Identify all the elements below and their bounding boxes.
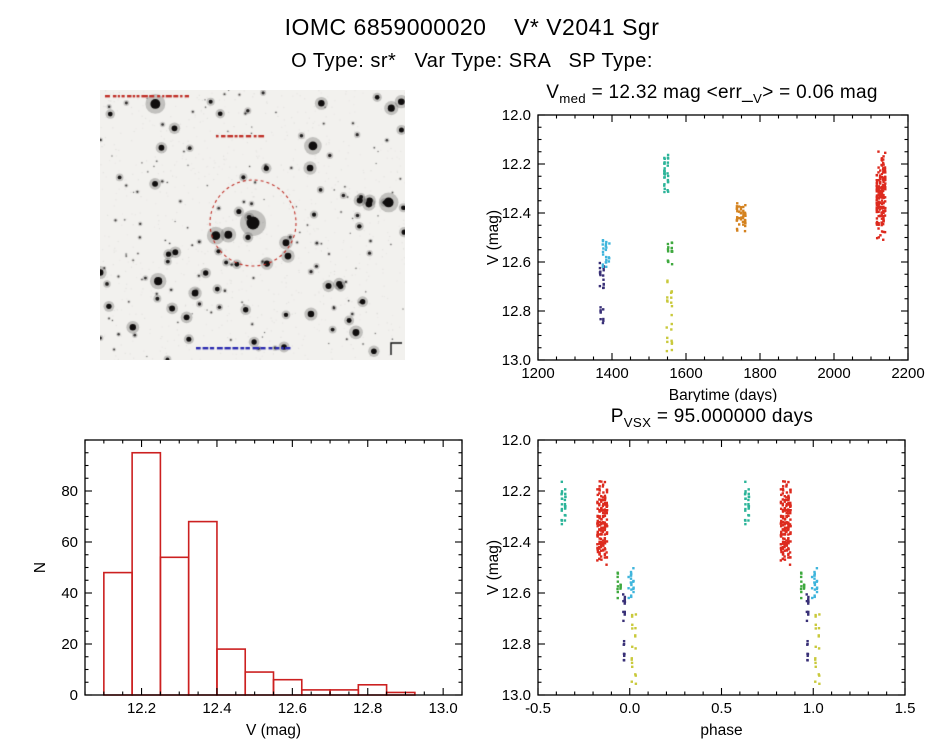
svg-text:12.6: 12.6 (502, 585, 531, 602)
phase-plot-chart: -0.5 0.0 0.5 1.0 1.5 12.0 12.2 12.4 12.6 12.8 13.0… (485, 432, 916, 739)
finding-chart-image (100, 90, 405, 360)
svg-text:phase: phase (700, 722, 742, 739)
svg-text:1.5: 1.5 (895, 700, 916, 717)
svg-text:V (mag): V (mag) (485, 540, 502, 595)
svg-text:Barytime (days): Barytime (days) (669, 387, 778, 402)
phase-plot-title: PVSX = 95.000000 days (610, 406, 814, 430)
svg-text:12.4: 12.4 (502, 205, 531, 222)
svg-text:12.8: 12.8 (502, 636, 531, 653)
svg-text:13.0: 13.0 (502, 352, 531, 369)
svg-text:12.4: 12.4 (502, 534, 531, 551)
svg-text:V (mag): V (mag) (246, 722, 301, 739)
svg-text:1400: 1400 (595, 365, 628, 382)
svg-text:-0.5: -0.5 (525, 700, 551, 717)
svg-text:12.2: 12.2 (502, 483, 531, 500)
svg-text:2200: 2200 (891, 365, 924, 382)
svg-text:N: N (32, 562, 49, 573)
svg-text:13.0: 13.0 (502, 687, 531, 704)
svg-text:12.2: 12.2 (127, 700, 156, 717)
svg-text:2000: 2000 (817, 365, 850, 382)
svg-text:1800: 1800 (743, 365, 776, 382)
svg-text:40: 40 (61, 585, 78, 602)
svg-text:1.0: 1.0 (803, 700, 824, 717)
svg-text:0.5: 0.5 (711, 700, 732, 717)
svg-text:1600: 1600 (669, 365, 702, 382)
svg-text:60: 60 (61, 534, 78, 551)
svg-text:12.0: 12.0 (502, 107, 531, 124)
svg-text:80: 80 (61, 483, 78, 500)
light-curve-chart: 1200 1400 1600 1800 2000 2200 12.0 12.2 12.4 12.6… (485, 107, 925, 402)
svg-text:12.4: 12.4 (202, 700, 231, 717)
svg-text:12.2: 12.2 (502, 156, 531, 173)
svg-text:12.6: 12.6 (278, 700, 307, 717)
svg-text:1200: 1200 (521, 365, 554, 382)
svg-text:12.8: 12.8 (502, 303, 531, 320)
svg-text:0: 0 (70, 687, 78, 704)
page-subtitle: O Type: sr* Var Type: SRA SP Type: (291, 50, 653, 72)
svg-text:V (mag): V (mag) (485, 210, 502, 265)
svg-text:12.0: 12.0 (502, 432, 531, 449)
svg-text:12.8: 12.8 (353, 700, 382, 717)
svg-text:20: 20 (61, 636, 78, 653)
page-title: IOMC 6859000020 V* V2041 Sgr (284, 14, 660, 40)
svg-text:13.0: 13.0 (429, 700, 458, 717)
light-curve-title: Vmed = 12.32 mag <err_V> = 0.06 mag (546, 82, 878, 106)
histogram-chart: 12.2 12.4 12.6 12.8 13.0 0 20 40 60 80 V (mag) N (32, 439, 463, 739)
svg-text:12.6: 12.6 (502, 254, 531, 271)
svg-text:0.0: 0.0 (619, 700, 640, 717)
